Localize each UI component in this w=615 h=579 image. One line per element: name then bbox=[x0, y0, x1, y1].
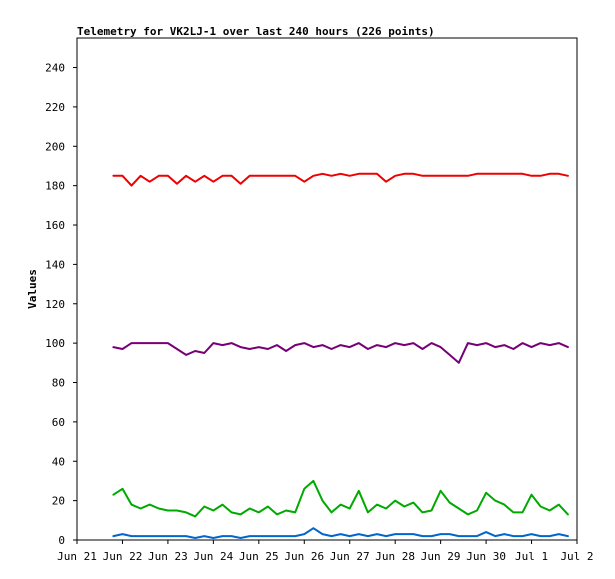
x-tick-label: Jun 28 bbox=[375, 550, 415, 563]
y-tick-label: 40 bbox=[52, 455, 65, 468]
y-tick-label: 0 bbox=[58, 534, 65, 547]
x-tick-label: Jul 1 bbox=[515, 550, 548, 563]
y-tick-label: 160 bbox=[45, 219, 65, 232]
series-line-1 bbox=[112, 172, 569, 187]
x-tick-label: Jun 24 bbox=[193, 550, 233, 563]
y-tick-label: 140 bbox=[45, 258, 65, 271]
x-axis: Jun 21 Jun 22 Jun 23 Jun 24 Jun 25 Jun 26 Jun … bbox=[57, 540, 594, 563]
plot-area bbox=[76, 37, 578, 541]
x-tick-label: Jun 26 bbox=[284, 550, 324, 563]
y-tick-label: 120 bbox=[45, 298, 65, 311]
x-tick-label: Jun 27 bbox=[330, 550, 370, 563]
series-lines bbox=[112, 172, 569, 539]
x-tick-label: Jun 30 bbox=[466, 550, 506, 563]
y-tick-label: 60 bbox=[52, 416, 65, 429]
y-tick-label: 180 bbox=[45, 180, 65, 193]
y-axis: 0 20 40 60 80 100 120 140 160 180 200 220 240 bbox=[45, 62, 77, 547]
series-line-3 bbox=[112, 479, 569, 518]
series-line-2 bbox=[112, 342, 569, 364]
y-axis-label: Values bbox=[26, 269, 39, 309]
y-tick-label: 20 bbox=[52, 495, 65, 508]
y-tick-label: 240 bbox=[45, 62, 65, 75]
series-line-4 bbox=[112, 527, 569, 539]
chart-title: Telemetry for VK2LJ-1 over last 240 hour… bbox=[77, 25, 435, 38]
x-tick-label: Jun 25 bbox=[239, 550, 279, 563]
x-tick-label: Jul 2 bbox=[560, 550, 593, 563]
x-tick-label: Jun 23 bbox=[148, 550, 188, 563]
y-tick-label: 200 bbox=[45, 140, 65, 153]
x-tick-label: Jun 29 bbox=[421, 550, 461, 563]
y-tick-label: 100 bbox=[45, 337, 65, 350]
y-tick-label: 220 bbox=[45, 101, 65, 114]
y-tick-label: 80 bbox=[52, 377, 65, 390]
x-tick-label: Jun 22 bbox=[103, 550, 143, 563]
x-tick-label: Jun 21 bbox=[57, 550, 97, 563]
